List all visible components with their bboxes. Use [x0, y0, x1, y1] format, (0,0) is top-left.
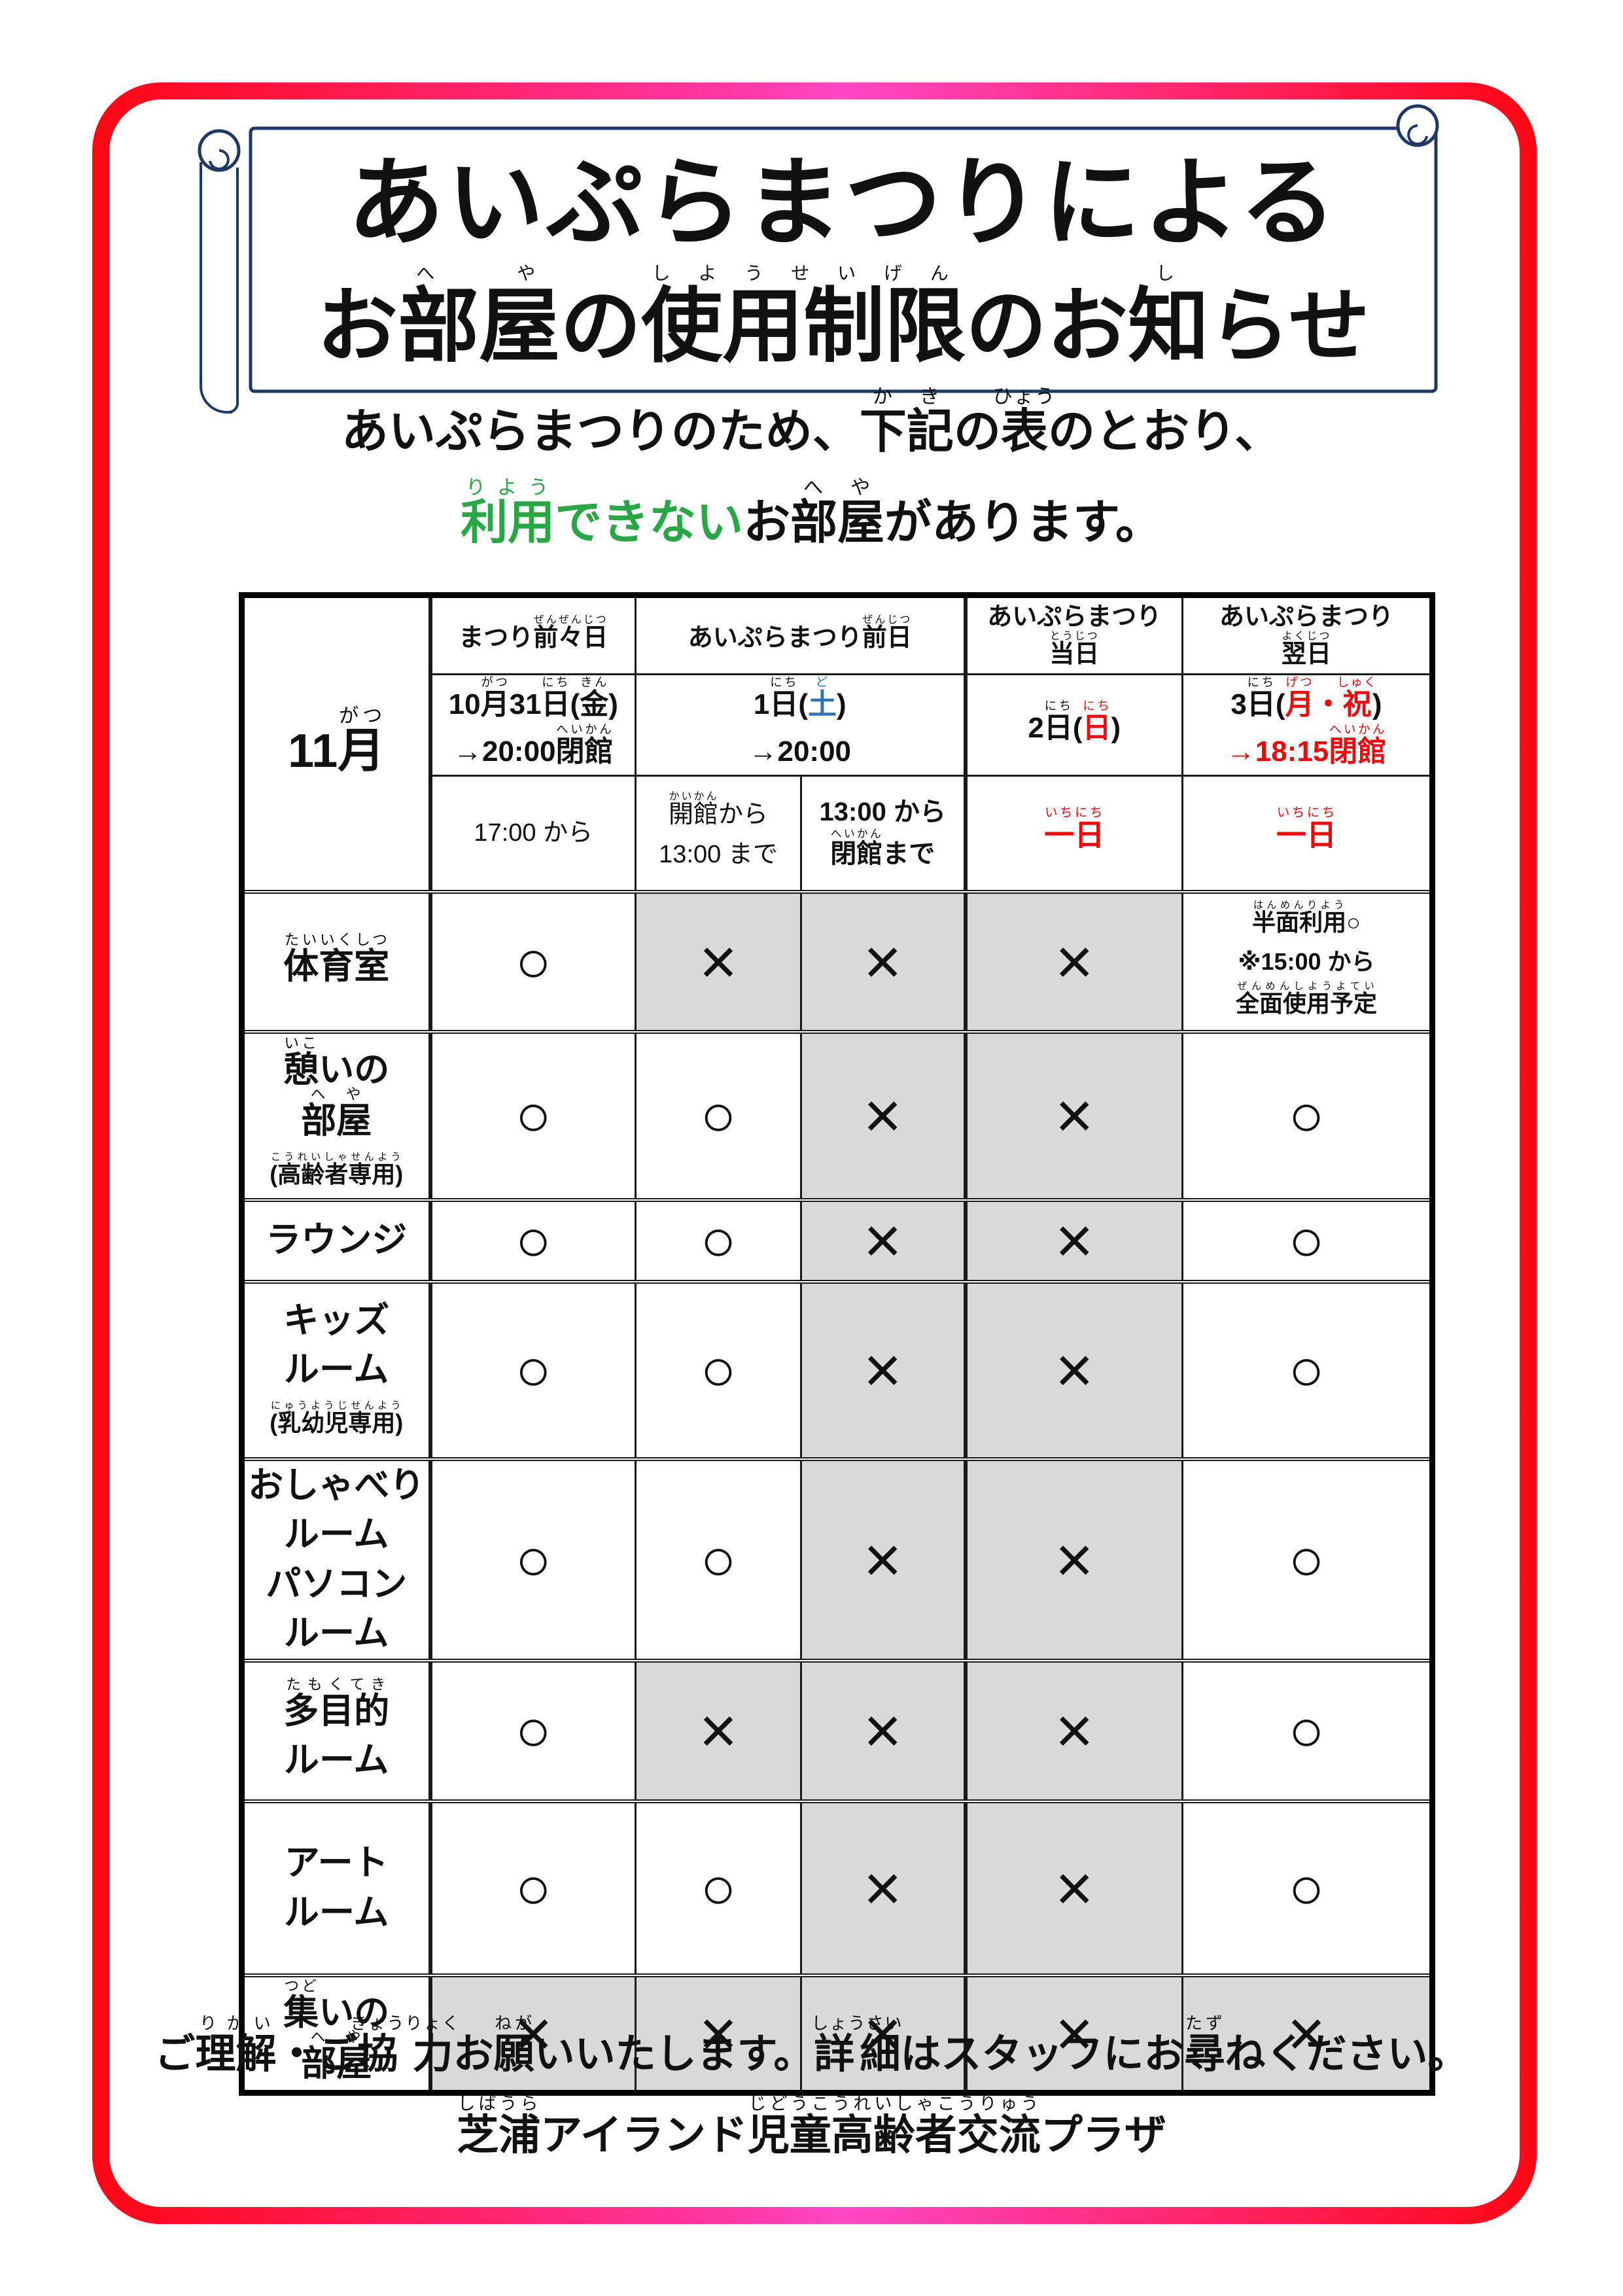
title-banner: あいぷらまつりによる お部屋へやの使用制限しようせいげんのお知しらせ — [193, 97, 1456, 424]
room-name-cell: 多目的たもくてき ルーム — [241, 1658, 431, 1803]
header-row-dates: 10月がつ31日にち(金きん) →20:00閉館へいかん 1日にち(土ど) →20:… — [242, 673, 1433, 777]
title-text-block: あいぷらまつりによる お部屋へやの使用制限しようせいげんのお知しらせ — [251, 128, 1436, 391]
room-name-cell: おしゃべり ルーム パソコン ルーム — [241, 1457, 431, 1662]
footer-organization: 芝浦しばうらアイランド児童高齢者交流じどうこうれいしゃこうりゅうプラザ — [457, 2094, 1166, 2159]
closed-mark-cell: × — [963, 1457, 1183, 1662]
col-header-two-days-before: まつり前々日ぜんぜんじつ — [428, 594, 637, 675]
closed-mark-cell: × — [800, 889, 966, 1033]
room-name-cell: 憩いこいの 部屋へや (高齢者専用)こうれいしゃせんよう — [241, 1029, 431, 1201]
closed-mark-cell: × — [800, 1799, 966, 1977]
closed-mark-cell: × — [963, 1973, 1183, 2094]
room-name-cell: アート ルーム — [241, 1799, 431, 1977]
closed-mark-cell: × — [635, 1658, 802, 1803]
closed-mark-cell: × — [963, 1029, 1183, 1201]
closed-mark-cell: × — [963, 1658, 1183, 1803]
header-row-times: 17:00 から 開館かいかんから 13:00 まで 13:00 から 閉館へいかん… — [242, 775, 1433, 892]
closed-mark-cell: × — [1181, 1973, 1433, 2094]
closed-mark-cell: × — [635, 1973, 802, 2094]
available-mark-cell: ○ — [428, 1457, 637, 1662]
available-mark-cell: ○ — [635, 1799, 802, 1977]
date-nov3: 3日にち(月げつ・祝しゅく) →18:15閉館へいかん — [1181, 673, 1433, 777]
table-row: キッズ ルーム (乳幼児専用)にゅうようじせんよう ○ ○ × × ○ — [241, 1279, 1433, 1460]
available-mark-cell: ○ — [1181, 1457, 1433, 1662]
available-mark-cell: ○ — [1181, 1029, 1433, 1201]
table-row: 体育室たいいくしつ ○ × × × 半面利用はんめんりよう○ ※15:00 から 全面使用予… — [241, 889, 1433, 1033]
time-1300-to-close: 13:00 から 閉館へいかんまで — [800, 775, 966, 892]
time-open-to-1300: 開館かいかんから 13:00 まで — [635, 775, 802, 892]
closed-mark-cell: × — [800, 1279, 966, 1460]
time-all-day-2: 一日いちにち — [1181, 775, 1433, 892]
date-nov1: 1日にち(土ど) →20:00 — [635, 673, 966, 777]
available-mark-cell: ○ — [635, 1457, 802, 1662]
available-mark-cell: ○ — [428, 1279, 637, 1460]
available-mark-cell: ○ — [428, 1658, 637, 1803]
room-name-cell: 集つどいの 部屋へや — [241, 1973, 431, 2094]
available-mark-cell: ○ — [1181, 1658, 1433, 1803]
available-mark-cell: ○ — [1181, 1197, 1433, 1282]
page-title-line2: お部屋へやの使用制限しようせいげんのお知しらせ — [317, 263, 1370, 372]
col-header-festival-day: あいぷらまつり 当日とうじつ — [963, 594, 1183, 675]
closed-mark-cell: × — [963, 1799, 1183, 1977]
closed-mark-cell: × — [800, 1658, 966, 1803]
available-mark-cell: ○ — [1181, 1799, 1433, 1977]
closed-mark-cell: × — [428, 1973, 637, 2094]
table-row: アート ルーム ○ ○ × × ○ — [241, 1799, 1433, 1977]
table-row: おしゃべり ルーム パソコン ルーム ○ ○ × × ○ — [241, 1457, 1433, 1662]
col-header-day-after: あいぷらまつり 翌日よくじつ — [1181, 594, 1433, 675]
scroll-banner-icon — [198, 104, 1439, 414]
closed-mark-cell: × — [963, 1197, 1183, 1282]
available-mark-cell: ○ — [428, 889, 637, 1033]
note-cell: 半面利用はんめんりよう○ ※15:00 から 全面使用予定ぜんめんしようよてい — [1181, 889, 1433, 1033]
closed-mark-cell: × — [800, 1197, 966, 1282]
available-mark-cell: ○ — [428, 1799, 637, 1977]
closed-mark-cell: × — [800, 1457, 966, 1662]
footer-block: ご理解りかい・ご協力きょうりょくお願ねがいいたします。詳細しょうさいはスタッフに… — [0, 2013, 1623, 2168]
table-row: 憩いこいの 部屋へや (高齢者専用)こうれいしゃせんよう ○ ○ × × ○ — [241, 1029, 1433, 1201]
table-row: ラウンジ ○ ○ × × ○ — [241, 1197, 1433, 1282]
available-mark-cell: ○ — [428, 1029, 637, 1201]
room-name-cell: キッズ ルーム (乳幼児専用)にゅうようじせんよう — [241, 1279, 431, 1460]
closed-mark-cell: × — [635, 889, 802, 1033]
closed-mark-cell: × — [963, 889, 1183, 1033]
available-mark-cell: ○ — [635, 1029, 802, 1201]
col-header-day-before: あいぷらまつり前日ぜんじつ — [635, 594, 966, 675]
available-mark-cell: ○ — [428, 1197, 637, 1282]
date-nov2: 2日にち(日にち) — [963, 673, 1183, 777]
intro-line1: あいぷらまつりのため、下記かきの表ひょうのとおり、 — [341, 386, 1282, 458]
closed-mark-cell: × — [800, 1029, 966, 1201]
room-name-cell: ラウンジ — [241, 1197, 431, 1282]
intro-text-block: あいぷらまつりのため、下記かきの表ひょうのとおり、 利用りようできないお部屋へや… — [0, 386, 1623, 567]
date-oct31: 10月がつ31日にち(金きん) →20:00閉館へいかん — [428, 673, 637, 777]
time-all-day-1: 一日いちにち — [963, 775, 1183, 892]
table-row: 集つどいの 部屋へや × × × × × — [241, 1973, 1433, 2094]
available-mark-cell: ○ — [635, 1279, 802, 1460]
page-title-line1: あいぷらまつりによる — [347, 149, 1339, 257]
available-mark-cell: ○ — [635, 1197, 802, 1282]
footer-note: ご理解りかい・ご協力きょうりょくお願ねがいいたします。詳細しょうさいはスタッフに… — [154, 2013, 1469, 2077]
header-row-groups: 11月がつ まつり前々日ぜんぜんじつ あいぷらまつり前日ぜんじつ あいぷらまつり… — [241, 594, 1433, 892]
available-mark-cell: ○ — [1181, 1279, 1433, 1460]
closed-mark-cell: × — [963, 1279, 1183, 1460]
intro-line2: 利用りようできないお部屋へやがあります。 — [461, 476, 1162, 549]
closed-mark-cell: × — [800, 1973, 966, 2094]
table-row: 多目的たもくてき ルーム ○ × × × ○ — [241, 1658, 1433, 1803]
time-from-1700: 17:00 から — [428, 775, 637, 892]
month-cell: 11月がつ — [241, 594, 431, 892]
room-name-cell: 体育室たいいくしつ — [241, 889, 431, 1033]
room-usage-table: 11月がつ まつり前々日ぜんぜんじつ あいぷらまつり前日ぜんじつ あいぷらまつり… — [239, 592, 1435, 2096]
